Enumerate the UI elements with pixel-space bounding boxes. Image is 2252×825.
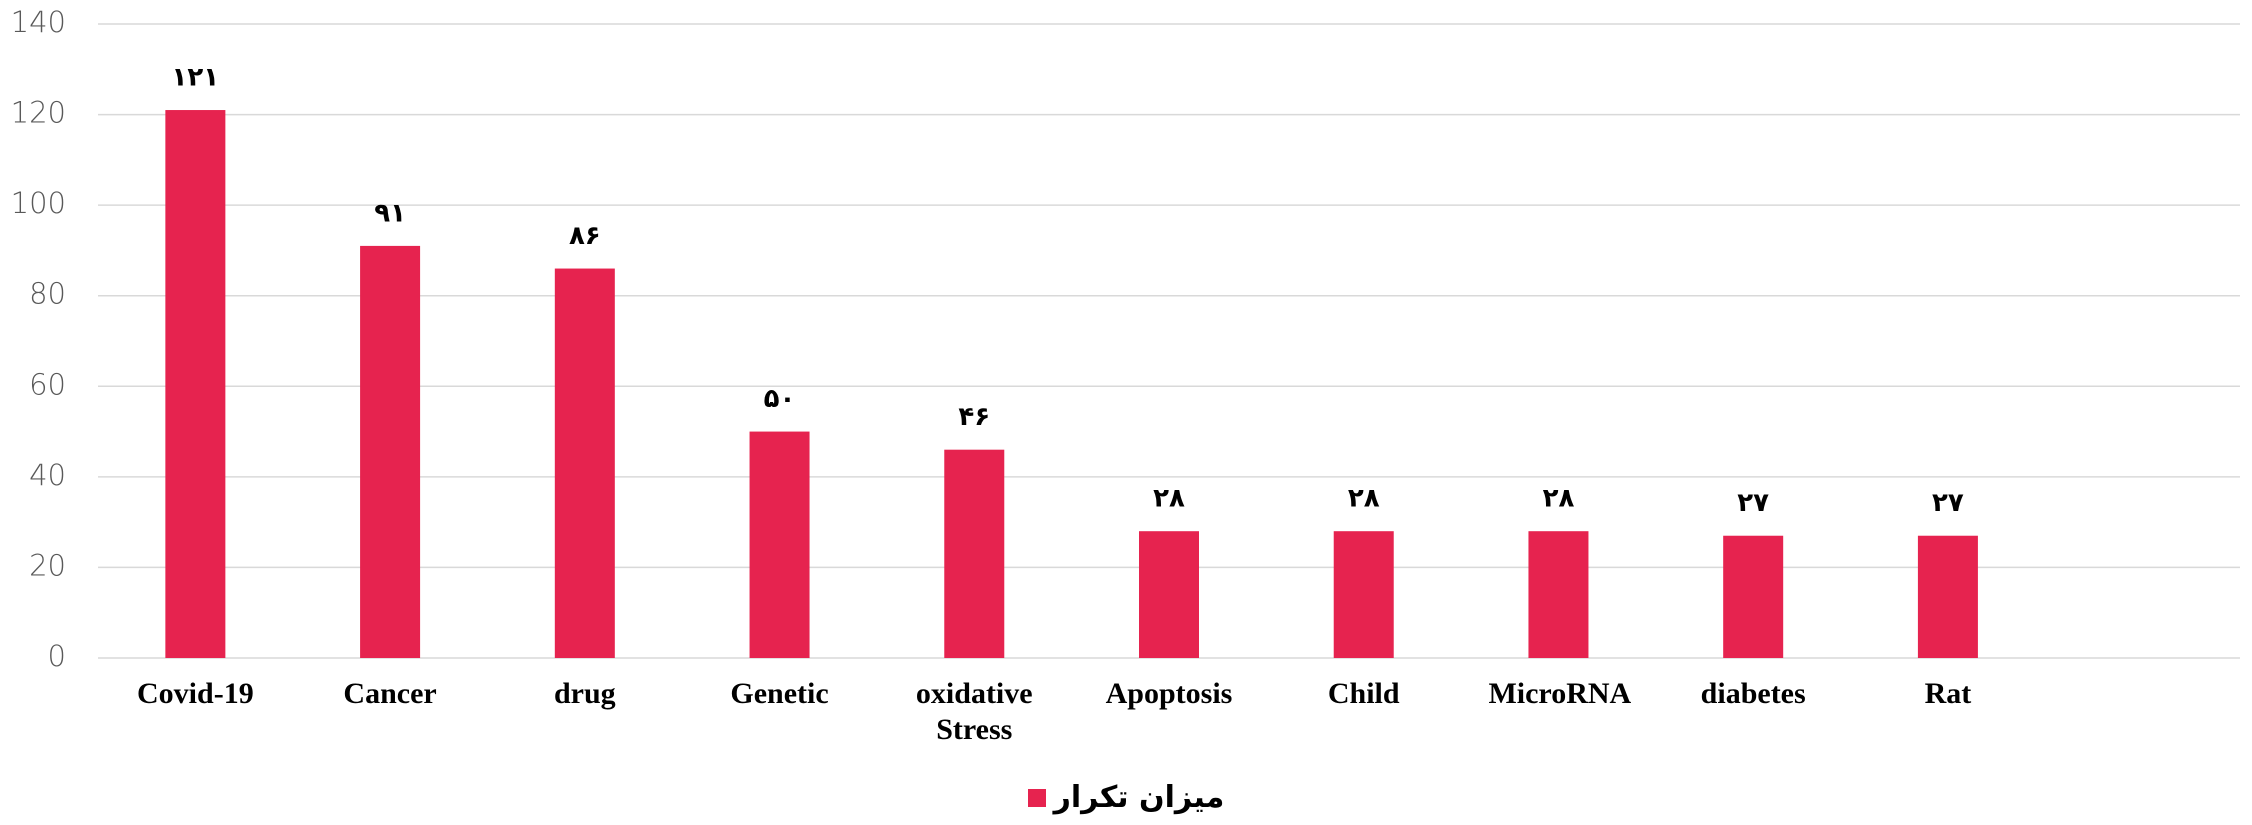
bar: [1333, 531, 1394, 658]
bar: [749, 431, 810, 658]
y-tick-label: 120: [11, 96, 66, 130]
bar: [554, 268, 615, 658]
bar: [1528, 531, 1589, 658]
y-tick-label: 100: [11, 186, 66, 220]
y-tick-label: 140: [11, 5, 66, 39]
x-tick-label: MicroRNA: [1488, 677, 1632, 710]
y-tick-label: 20: [29, 548, 66, 582]
data-label: ۲۸: [1543, 484, 1575, 514]
x-tick-label: Covid-19: [137, 677, 254, 710]
data-label: ۲۸: [1153, 484, 1185, 514]
bar: [1723, 535, 1784, 658]
bar: [944, 449, 1005, 658]
data-label: ۲۷: [1737, 488, 1769, 518]
data-label: ۱۲۱: [172, 63, 220, 93]
x-tick-label: drug: [553, 677, 616, 710]
x-tick-label: Child: [1327, 677, 1400, 710]
x-tick-label: oxidative Stress: [915, 677, 1033, 746]
x-tick-label: Rat: [1924, 677, 1972, 710]
x-tick-label: Apoptosis: [1105, 677, 1233, 710]
x-tick-label: Cancer: [343, 677, 437, 710]
data-label: ۴۶: [958, 402, 990, 432]
x-tick-label: Genetic: [730, 677, 829, 710]
bar: [1917, 535, 1978, 658]
y-tick-label: 80: [29, 277, 66, 311]
legend-swatch: [1027, 788, 1046, 807]
legend-label: میزان تکرار: [1053, 780, 1225, 815]
bar: [165, 110, 226, 659]
data-label: ۹۱: [374, 198, 406, 228]
y-tick-label: 40: [29, 458, 66, 492]
y-tick-label: 0: [48, 639, 66, 673]
bar: [1139, 531, 1199, 658]
data-label: ۲۸: [1348, 484, 1380, 514]
data-label: ۵۰: [764, 384, 796, 414]
legend: میزان تکرار: [0, 780, 2252, 815]
x-tick-label: diabetes: [1700, 677, 1806, 710]
bar: [360, 245, 421, 658]
data-label: ۲۷: [1932, 488, 1964, 518]
y-tick-label: 60: [29, 367, 66, 401]
data-label: ۸۶: [569, 221, 601, 251]
